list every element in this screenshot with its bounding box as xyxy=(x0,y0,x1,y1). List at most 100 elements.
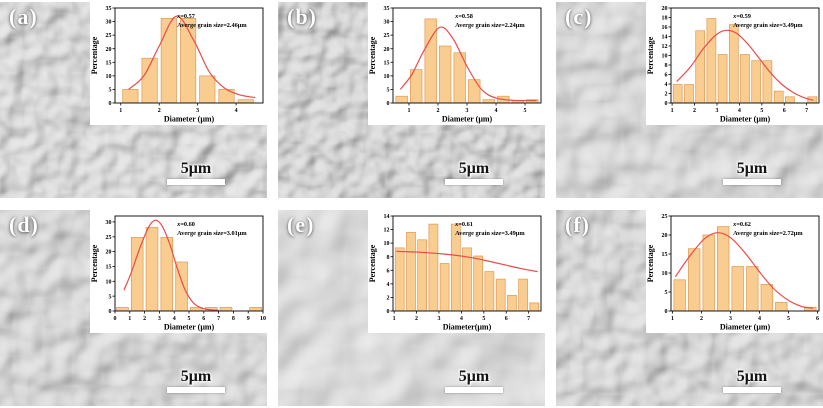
svg-text:25: 25 xyxy=(662,214,668,220)
inset-histogram-a: 1 2 3 4 0 5 10 15 20 25 30 35 Diameter (μm) Percentag… xyxy=(90,2,267,125)
svg-text:Averge grain size=3.49μm: Averge grain size=3.49μm xyxy=(455,230,525,237)
scale-bar-line xyxy=(445,179,503,185)
panel-label: (c) xyxy=(565,4,593,29)
svg-text:1: 1 xyxy=(671,316,674,322)
svg-text:3: 3 xyxy=(196,108,199,114)
svg-text:14: 14 xyxy=(662,35,668,41)
svg-text:5: 5 xyxy=(524,108,527,114)
inset-histogram-c: 1 2 3 4 5 6 7 0 2 4 6 8 10 12 14 16 18 20 Diameter (μm) Per… xyxy=(646,2,823,125)
svg-text:5: 5 xyxy=(665,290,668,296)
svg-text:Diameter (μm): Diameter (μm) xyxy=(164,323,215,332)
svg-text:6: 6 xyxy=(665,73,668,79)
scale-bar: 5μm xyxy=(167,369,225,393)
svg-text:3: 3 xyxy=(466,108,469,114)
svg-text:10: 10 xyxy=(260,316,266,322)
svg-text:18: 18 xyxy=(662,16,668,22)
svg-text:15: 15 xyxy=(106,60,112,66)
svg-text:6: 6 xyxy=(202,316,205,322)
svg-text:15: 15 xyxy=(384,60,390,66)
svg-text:9: 9 xyxy=(247,316,250,322)
svg-text:6: 6 xyxy=(783,108,786,114)
panel-label: (b) xyxy=(287,4,317,29)
svg-text:4: 4 xyxy=(387,282,390,288)
panel-d: (d) 5μm 0 1 2 3 4 5 6 7 8 9 10 0 5 10 15 20 25 30 Diameter… xyxy=(0,210,267,406)
svg-text:30: 30 xyxy=(384,20,390,26)
svg-text:4: 4 xyxy=(495,108,498,114)
svg-text:2: 2 xyxy=(415,316,418,322)
scale-bar-line xyxy=(167,179,225,185)
svg-text:5: 5 xyxy=(109,88,112,94)
svg-text:20: 20 xyxy=(106,47,112,53)
svg-text:Diameter(μm): Diameter(μm) xyxy=(443,323,492,332)
svg-text:Diameter (μm): Diameter (μm) xyxy=(720,323,771,332)
svg-text:Percentage: Percentage xyxy=(90,36,99,74)
scale-bar-line xyxy=(445,387,503,393)
svg-text:2: 2 xyxy=(436,108,439,114)
svg-text:3: 3 xyxy=(437,316,440,322)
svg-text:5: 5 xyxy=(109,294,112,300)
svg-text:Diameter (μm): Diameter (μm) xyxy=(720,115,771,124)
svg-text:0: 0 xyxy=(387,101,390,107)
svg-text:Averge grain size=3.49μm: Averge grain size=3.49μm xyxy=(733,22,803,29)
svg-text:0: 0 xyxy=(665,101,668,107)
svg-text:x=0.57: x=0.57 xyxy=(176,13,195,20)
svg-text:20: 20 xyxy=(384,47,390,53)
svg-text:2: 2 xyxy=(700,316,703,322)
panel-label: (e) xyxy=(287,212,315,237)
svg-text:x=0.58: x=0.58 xyxy=(454,13,473,20)
svg-text:10: 10 xyxy=(662,54,668,60)
svg-text:2: 2 xyxy=(665,92,668,98)
svg-text:0: 0 xyxy=(114,316,117,322)
svg-text:25: 25 xyxy=(106,33,112,39)
grain-size-chart: 1 2 3 4 5 6 702468101214Diameter(μm)Percentage… xyxy=(368,210,545,333)
svg-text:35: 35 xyxy=(106,6,112,12)
svg-text:30: 30 xyxy=(106,20,112,26)
scale-label: 5μm xyxy=(736,368,768,385)
svg-text:8: 8 xyxy=(232,316,235,322)
svg-text:1: 1 xyxy=(393,316,396,322)
svg-text:x=0.61: x=0.61 xyxy=(454,221,473,228)
svg-text:1: 1 xyxy=(407,108,410,114)
inset-histogram-f: 1 2 3 4 5 6 0 5 10 15 20 25 Diameter (μm) Percentage x… xyxy=(646,210,823,333)
svg-text:20: 20 xyxy=(662,233,668,239)
svg-text:8: 8 xyxy=(387,255,390,261)
grain-size-chart: 1 2 3 4 5 6 0 5 10 15 20 25 Diameter (μm) Percentage x… xyxy=(646,210,823,333)
panel-label: (f) xyxy=(565,212,590,237)
inset-histogram-d: 0 1 2 3 4 5 6 7 8 9 10 0 5 10 15 20 25 30 Diameter (μm) Per… xyxy=(90,210,267,333)
svg-text:5: 5 xyxy=(188,316,191,322)
scale-bar: 5μm xyxy=(167,161,225,185)
svg-text:6: 6 xyxy=(387,268,390,274)
svg-text:x=0.60: x=0.60 xyxy=(176,221,195,228)
svg-text:Percentage: Percentage xyxy=(90,244,99,282)
scale-label: 5μm xyxy=(458,160,490,177)
svg-text:4: 4 xyxy=(665,82,668,88)
panel-a: (a) 5μm 1 2 3 4 0 5 10 15 20 25 30 35 Diameter (μm) P… xyxy=(0,2,267,198)
panel-label: (a) xyxy=(9,4,38,29)
svg-text:Averge grain size=2.46μm: Averge grain size=2.46μm xyxy=(177,22,247,29)
svg-text:10: 10 xyxy=(384,74,390,80)
svg-text:1: 1 xyxy=(119,108,122,114)
svg-text:7: 7 xyxy=(217,316,220,322)
svg-text:7: 7 xyxy=(527,316,530,322)
svg-text:10: 10 xyxy=(106,74,112,80)
svg-text:Averge grain size=2.72μm: Averge grain size=2.72μm xyxy=(733,230,803,237)
svg-text:20: 20 xyxy=(662,6,668,12)
svg-text:Diameter (μm): Diameter (μm) xyxy=(164,115,215,124)
svg-text:15: 15 xyxy=(106,265,112,271)
svg-text:Percentage: Percentage xyxy=(646,244,655,282)
svg-text:0: 0 xyxy=(109,101,112,107)
scale-bar: 5μm xyxy=(445,369,503,393)
svg-text:2: 2 xyxy=(143,316,146,322)
svg-text:0: 0 xyxy=(665,309,668,315)
svg-text:35: 35 xyxy=(384,6,390,12)
scale-label: 5μm xyxy=(180,160,212,177)
svg-text:4: 4 xyxy=(758,316,761,322)
scale-bar-line xyxy=(723,387,781,393)
svg-text:4: 4 xyxy=(173,316,176,322)
panel-f: (f) 5μm 1 2 3 4 5 6 0 5 10 15 20 25 Diameter (μm) Per… xyxy=(556,210,823,406)
scale-bar: 5μm xyxy=(445,161,503,185)
svg-text:3: 3 xyxy=(729,316,732,322)
svg-text:4: 4 xyxy=(738,108,741,114)
scale-bar: 5μm xyxy=(723,369,781,393)
svg-text:6: 6 xyxy=(816,316,819,322)
